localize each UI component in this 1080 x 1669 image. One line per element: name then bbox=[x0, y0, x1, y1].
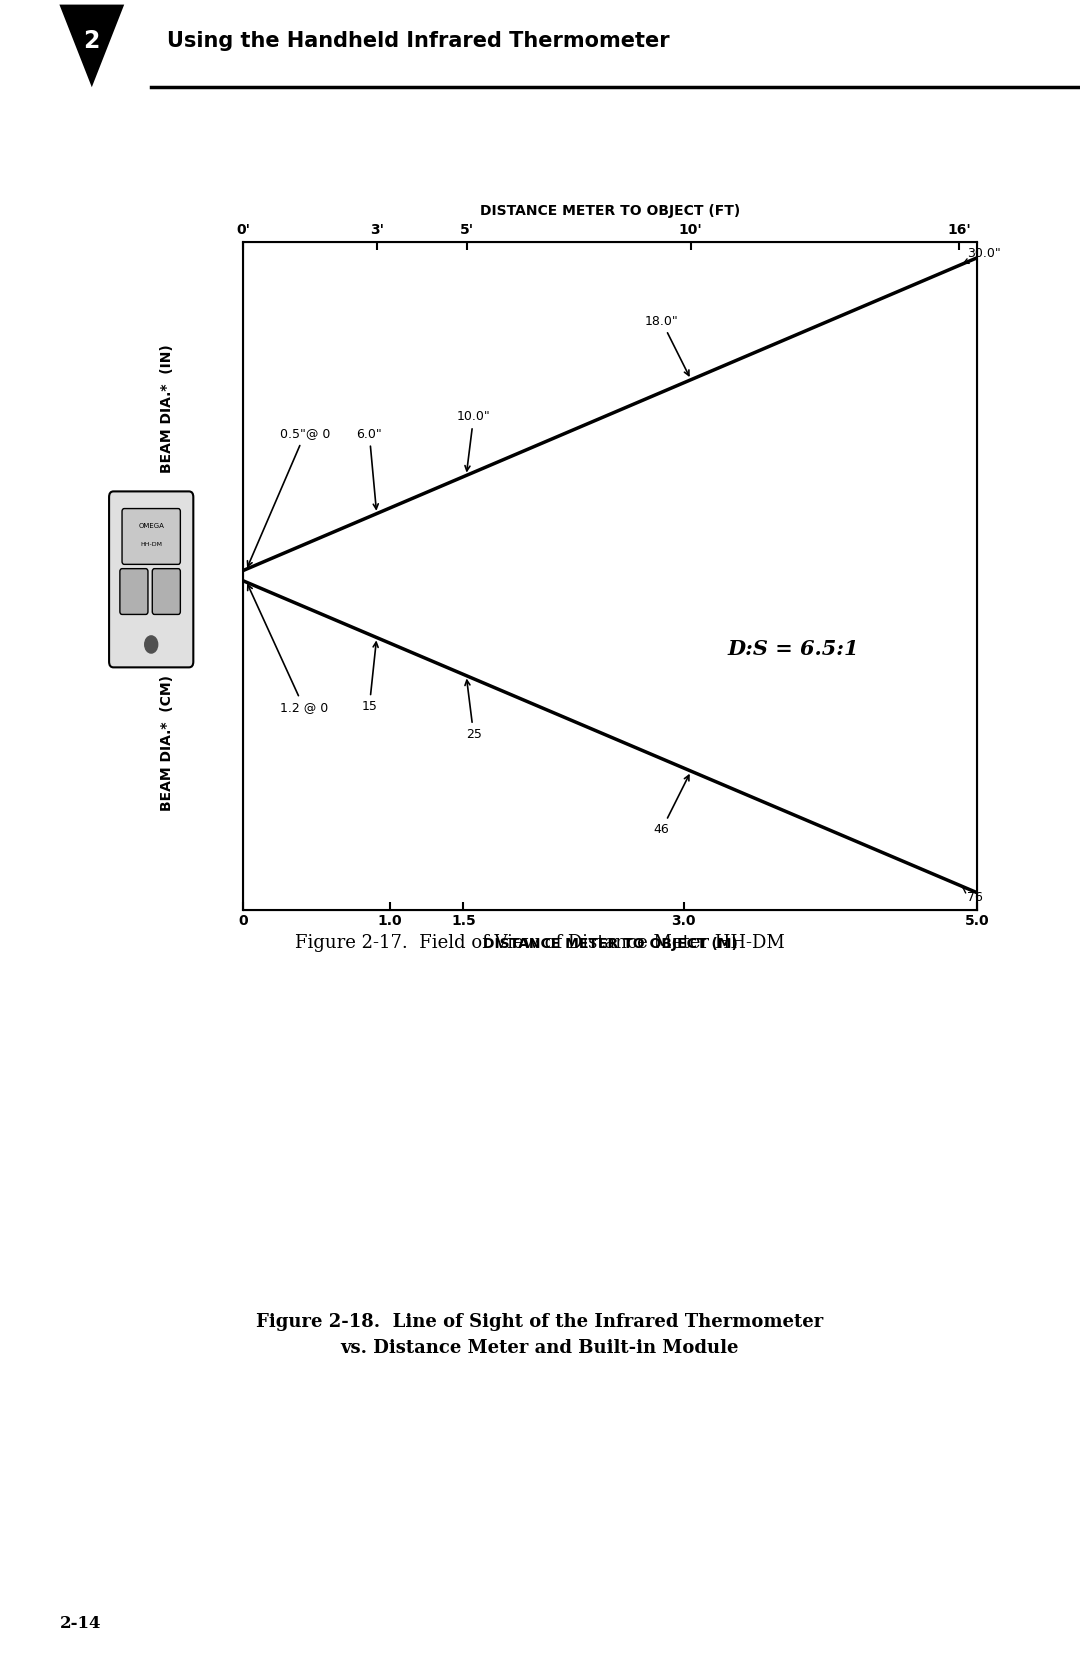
X-axis label: DISTANCE METER TO OBJECT (FT): DISTANCE METER TO OBJECT (FT) bbox=[481, 204, 740, 219]
Text: 2: 2 bbox=[83, 30, 100, 53]
Text: Figure 2-18.  Line of Sight of the Infrared Thermometer
vs. Distance Meter and B: Figure 2-18. Line of Sight of the Infrar… bbox=[256, 1314, 824, 1357]
Text: D:S = 6.5:1: D:S = 6.5:1 bbox=[728, 639, 860, 659]
Text: 1.2 @ 0: 1.2 @ 0 bbox=[247, 584, 328, 714]
Text: 18.0": 18.0" bbox=[645, 314, 689, 376]
Text: BEAM DIA.*  (CM): BEAM DIA.* (CM) bbox=[161, 674, 174, 811]
Text: BEAM DIA.*  (IN): BEAM DIA.* (IN) bbox=[161, 344, 174, 474]
Text: 2-14: 2-14 bbox=[59, 1616, 100, 1632]
FancyBboxPatch shape bbox=[122, 509, 180, 564]
Text: 76: 76 bbox=[962, 888, 983, 903]
Text: HH-DM: HH-DM bbox=[140, 542, 162, 547]
Text: OMEGA: OMEGA bbox=[138, 522, 164, 529]
Text: Using the Handheld Infrared Thermometer: Using the Handheld Infrared Thermometer bbox=[167, 32, 670, 52]
Text: 46: 46 bbox=[653, 776, 689, 836]
Text: 6.0": 6.0" bbox=[356, 427, 382, 509]
X-axis label: DISTANCE METER TO OBJECT (M): DISTANCE METER TO OBJECT (M) bbox=[483, 936, 738, 951]
FancyBboxPatch shape bbox=[109, 491, 193, 668]
Circle shape bbox=[145, 636, 158, 653]
FancyBboxPatch shape bbox=[120, 569, 148, 614]
Text: 10.0": 10.0" bbox=[457, 411, 490, 471]
Text: Figure 2-17.  Field of View of Distance Meter HH-DM: Figure 2-17. Field of View of Distance M… bbox=[295, 935, 785, 951]
Text: 0.5"@ 0: 0.5"@ 0 bbox=[247, 427, 330, 566]
Text: 15: 15 bbox=[362, 643, 378, 713]
Polygon shape bbox=[59, 5, 124, 87]
FancyBboxPatch shape bbox=[152, 569, 180, 614]
Text: 25: 25 bbox=[465, 681, 482, 741]
Text: 30.0": 30.0" bbox=[962, 247, 1001, 264]
